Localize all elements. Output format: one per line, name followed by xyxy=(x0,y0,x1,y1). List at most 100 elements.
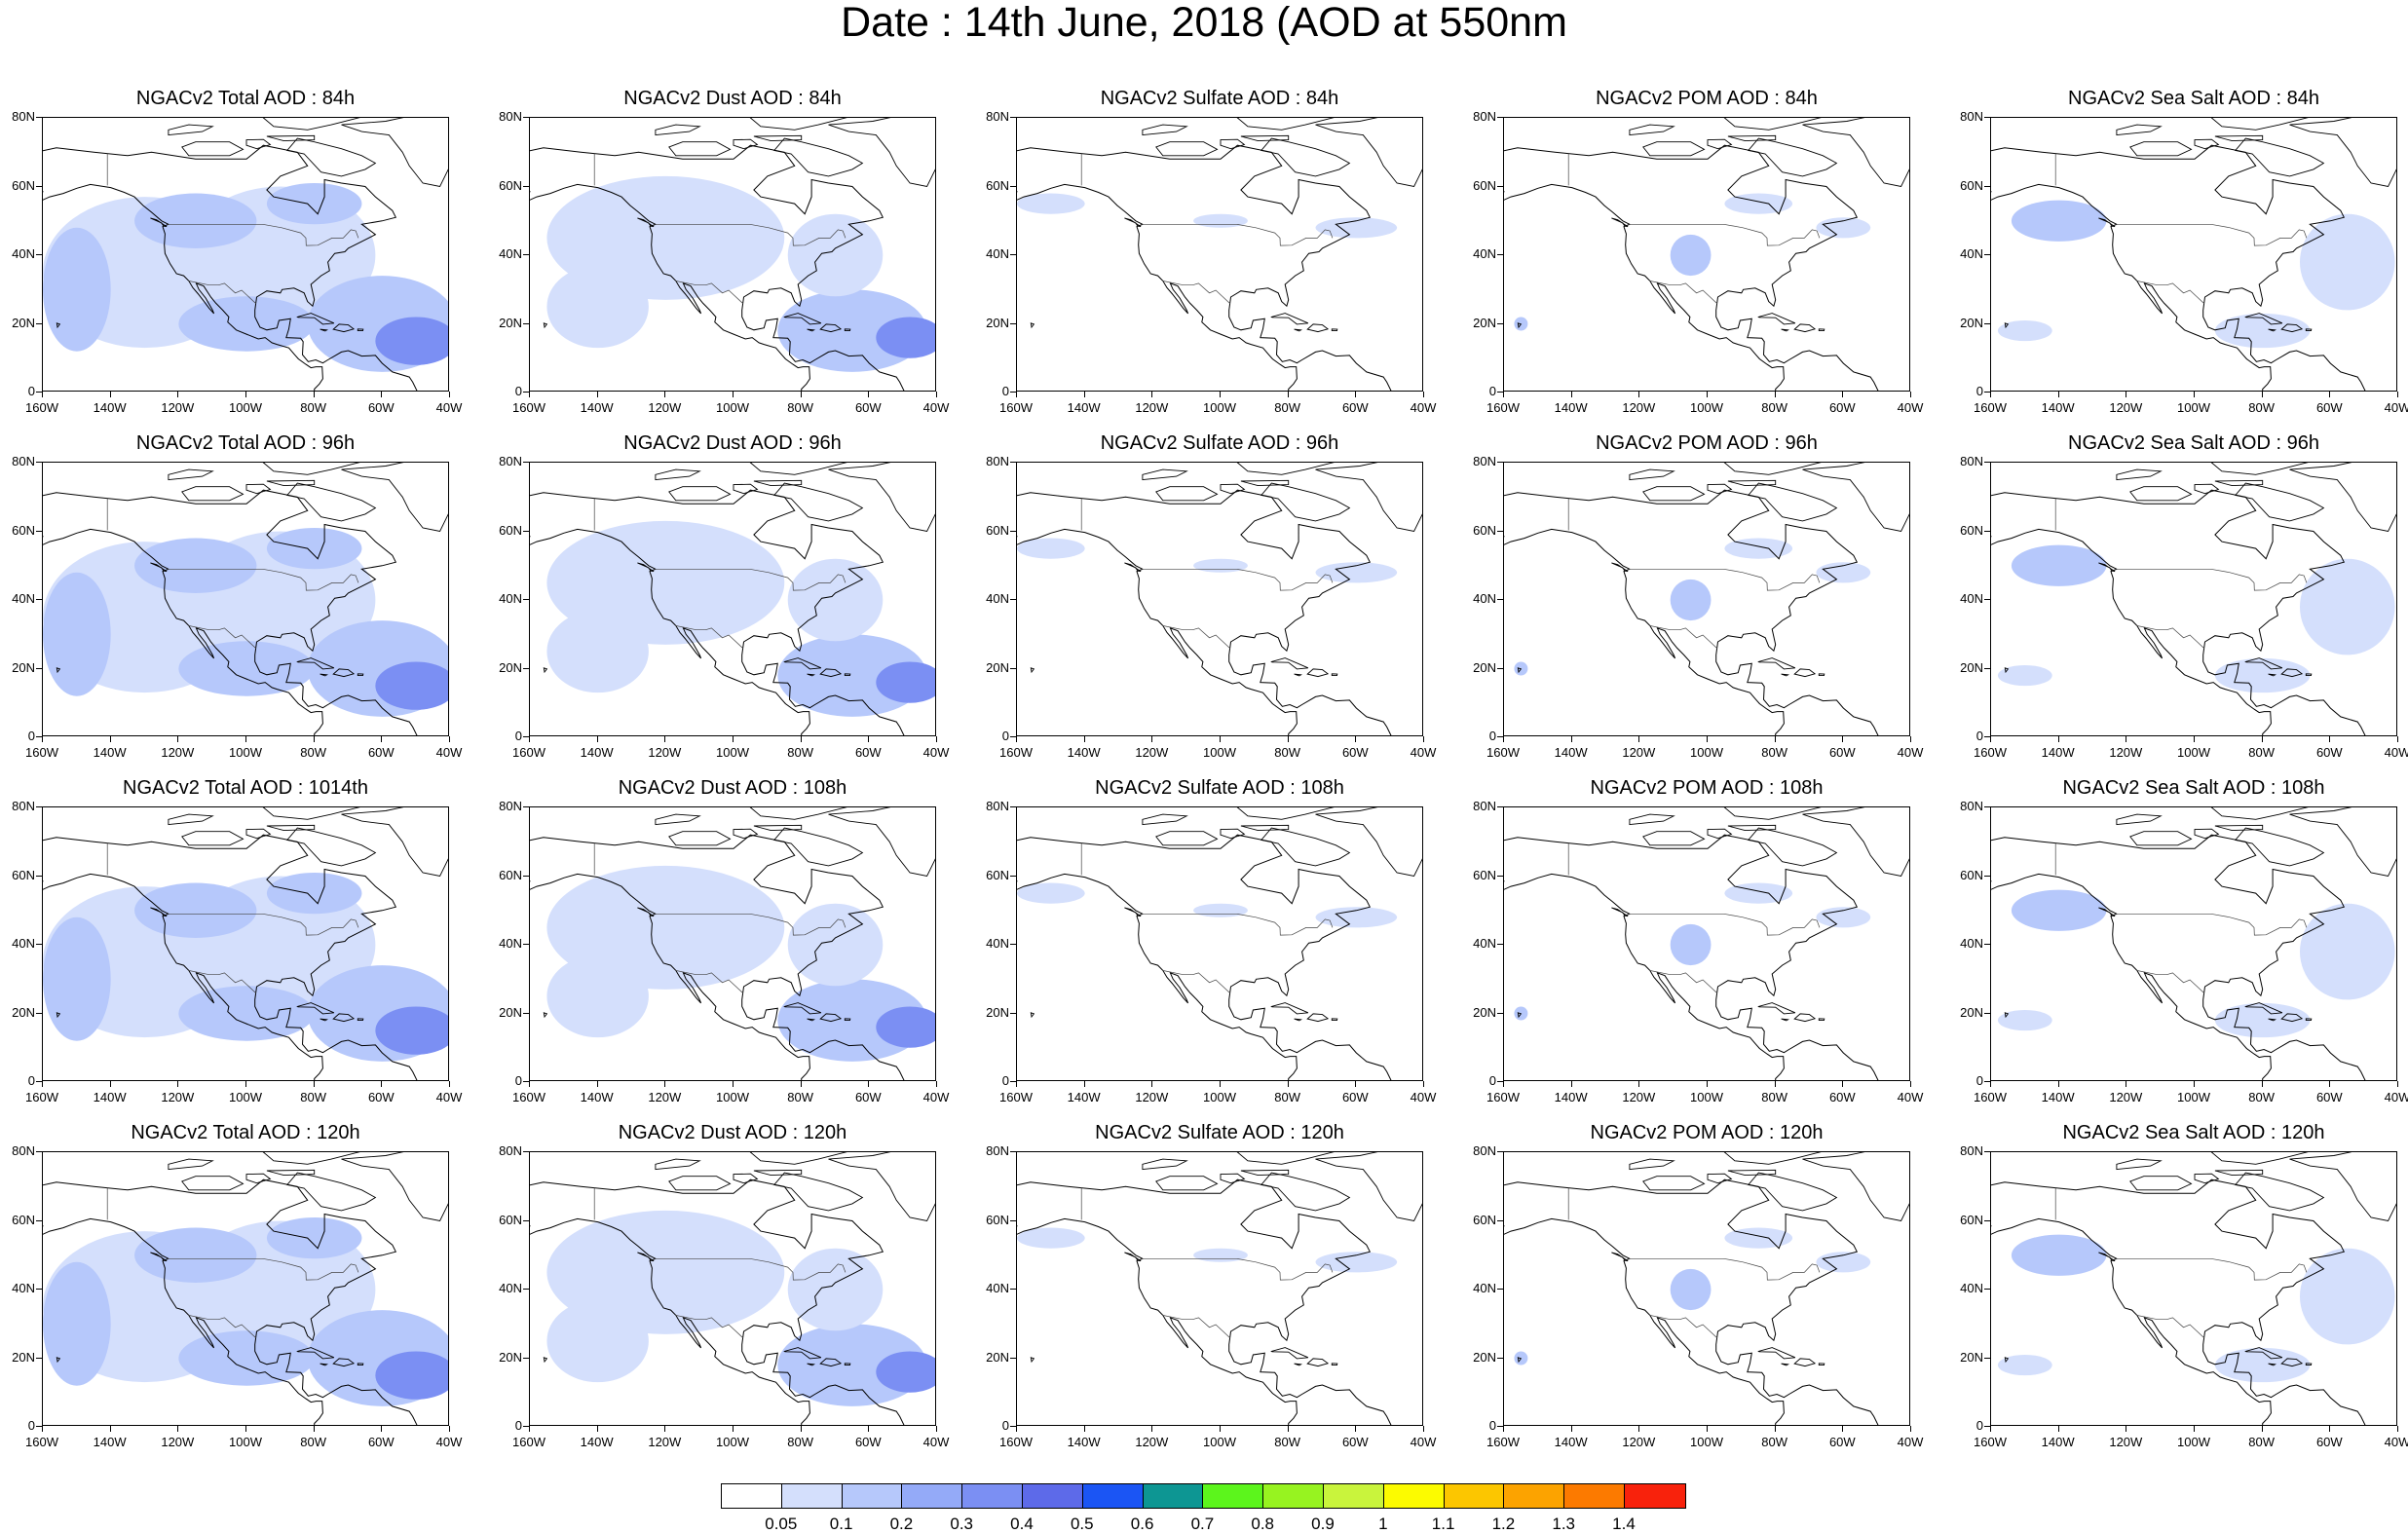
aod-shading xyxy=(1670,923,1712,966)
island-outline xyxy=(1747,827,1838,867)
colorbar-label: 0.9 xyxy=(1311,1515,1335,1533)
aod-shading xyxy=(546,610,649,693)
lat-label: 20N xyxy=(1960,659,1983,675)
aod-shading xyxy=(1315,1252,1398,1273)
map-svg xyxy=(1504,463,1909,735)
island-outline xyxy=(1629,813,1675,826)
lat-tick xyxy=(36,944,42,945)
map-frame xyxy=(1990,462,2397,736)
island-outline xyxy=(150,217,168,228)
island-outline xyxy=(2280,1013,2304,1023)
island-outline xyxy=(1260,482,1351,522)
map-svg xyxy=(530,1152,935,1425)
lon-tick xyxy=(2397,736,2398,742)
country-border xyxy=(168,1257,359,1281)
island-outline xyxy=(1802,807,1909,878)
island-outline xyxy=(1747,137,1838,177)
coastline xyxy=(1504,834,1879,1080)
lat-label: 0 xyxy=(1975,729,1983,743)
lat-tick xyxy=(1010,875,1016,877)
island-outline xyxy=(285,482,377,522)
island-outline xyxy=(819,668,843,678)
lat-label: 0 xyxy=(514,1073,522,1088)
lon-label: 160W xyxy=(1486,1435,1520,1449)
lat-label: 0 xyxy=(27,1073,35,1088)
map-panel: NGACv2 Sea Salt AOD : 108h 80N 60N 40N 20N 0 1… xyxy=(1948,777,2408,1120)
colorbar-cell xyxy=(842,1484,903,1508)
island-outline xyxy=(807,328,815,332)
lat-label: 60N xyxy=(1473,1212,1496,1227)
lat-label: 60N xyxy=(986,522,1009,538)
lat-label: 20N xyxy=(499,315,522,330)
country-border xyxy=(1629,1257,1821,1281)
aod-shading xyxy=(876,1351,935,1393)
map-panel: NGACv2 Sulfate AOD : 120h 80N 60N 40N 20N 0 16… xyxy=(974,1122,1440,1465)
island-outline xyxy=(262,1152,360,1165)
map-panel: NGACv2 Sulfate AOD : 96h 80N 60N 40N 20N 0 160… xyxy=(974,432,1440,775)
island-outline xyxy=(1315,463,1422,533)
lon-tick xyxy=(1990,736,1991,742)
lat-tick xyxy=(36,667,42,669)
lon-tick xyxy=(1707,392,1708,397)
colorbar-cell xyxy=(1444,1484,1505,1508)
aod-shading xyxy=(134,538,257,593)
panel-title: NGACv2 Total AOD : 1014th xyxy=(123,777,368,799)
island-outline xyxy=(1629,468,1675,481)
lon-tick xyxy=(177,392,179,397)
lat-tick xyxy=(523,806,529,807)
map-svg xyxy=(1017,807,1422,1080)
island-outline xyxy=(56,667,61,674)
island-outline xyxy=(1757,313,1796,325)
lon-tick xyxy=(1707,736,1708,742)
lat-label: 80N xyxy=(986,1143,1009,1158)
lat-tick xyxy=(1497,667,1503,669)
lat-tick xyxy=(1497,736,1503,737)
map-panel: NGACv2 Total AOD : 120h 80N 60N 40N 20N 0 160W… xyxy=(0,1122,466,1465)
island-outline xyxy=(668,141,732,157)
island-outline xyxy=(543,1357,548,1364)
island-outline xyxy=(1757,1347,1796,1360)
island-outline xyxy=(150,907,168,917)
lon-tick xyxy=(1423,392,1424,397)
lat-label: 20N xyxy=(986,1004,1009,1020)
map-panel: NGACv2 Dust AOD : 108h 80N 60N 40N 20N 0 160W 1… xyxy=(487,777,953,1120)
island-outline xyxy=(828,118,935,188)
lat-tick xyxy=(523,117,529,118)
lat-label: 20N xyxy=(986,315,1009,330)
island-outline xyxy=(637,217,655,228)
lon-label: 100W xyxy=(2177,745,2210,760)
lat-label: 40N xyxy=(986,936,1009,951)
island-outline xyxy=(1629,1158,1675,1171)
lon-tick xyxy=(1990,392,1991,397)
lat-label: 40N xyxy=(499,1281,522,1295)
island-outline xyxy=(296,1347,335,1360)
lon-label: 40W xyxy=(1410,745,1437,760)
lon-label: 40W xyxy=(1897,1435,1924,1449)
lon-tick xyxy=(109,392,111,397)
island-outline xyxy=(285,827,377,867)
island-outline xyxy=(341,118,448,188)
lon-tick xyxy=(1990,1426,1991,1432)
lon-label: 60W xyxy=(2315,400,2343,415)
lon-tick xyxy=(733,392,734,397)
map-frame xyxy=(42,1151,449,1426)
country-border xyxy=(1162,970,1231,993)
aod-shading xyxy=(1193,558,1248,573)
island-outline xyxy=(637,562,655,573)
island-outline xyxy=(332,1358,356,1367)
lon-tick xyxy=(664,1081,666,1087)
lat-label: 20N xyxy=(986,1349,1009,1365)
aod-shading xyxy=(43,227,111,352)
island-outline xyxy=(1331,1018,1338,1022)
country-border xyxy=(2116,568,2308,591)
map-frame xyxy=(1503,1151,1910,1426)
lon-tick xyxy=(1910,1426,1911,1432)
lat-tick xyxy=(1984,392,1990,393)
island-outline xyxy=(2244,1002,2283,1015)
island-outline xyxy=(1793,668,1817,678)
island-outline xyxy=(181,141,245,157)
aod-shading xyxy=(787,1248,884,1331)
lon-tick xyxy=(2194,1081,2195,1087)
panel-title: NGACv2 Dust AOD : 120h xyxy=(618,1122,847,1143)
country-border xyxy=(675,625,744,649)
